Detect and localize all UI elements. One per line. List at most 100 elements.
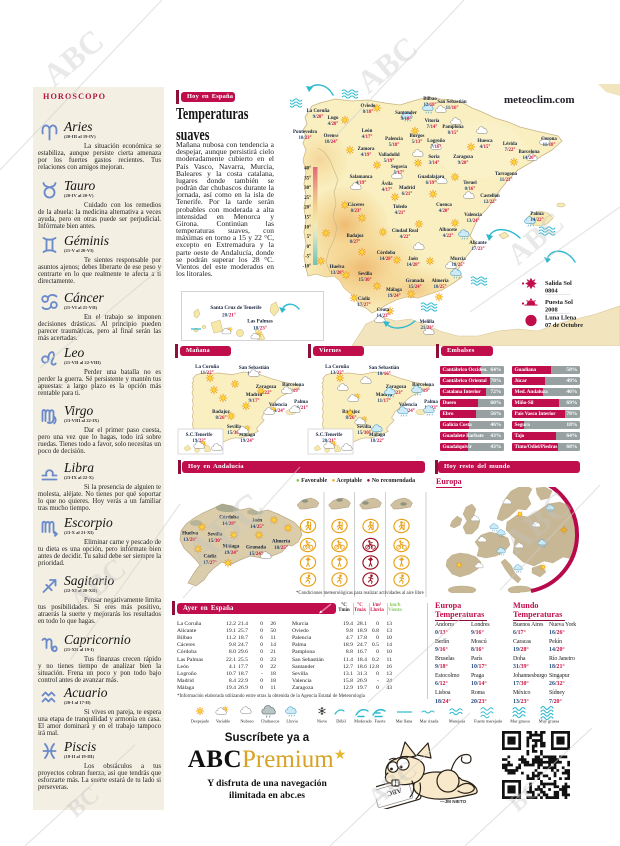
svg-text:Málaga: Málaga xyxy=(223,544,240,550)
svg-text:Chubascos: Chubascos xyxy=(261,719,280,724)
svg-text:Mar llana: Mar llana xyxy=(396,719,413,724)
svg-text:ABC: ABC xyxy=(349,29,424,100)
svg-text:Barcelona: Barcelona xyxy=(412,382,434,388)
svg-text:Bilbao: Bilbao xyxy=(423,97,437,102)
svg-text:Segovia: Segovia xyxy=(391,165,408,170)
svg-text:San Sebastián: San Sebastián xyxy=(369,365,399,371)
svg-text:9/17°: 9/17° xyxy=(248,397,259,404)
svg-text:07 de Octubre: 07 de Octubre xyxy=(545,322,583,329)
svg-text:ABC: ABC xyxy=(386,786,402,798)
svg-text:Huelva: Huelva xyxy=(182,531,198,537)
svg-text:Cuenca: Cuenca xyxy=(436,203,452,208)
svg-text:4/19°: 4/19° xyxy=(356,181,367,186)
svg-text:Granada: Granada xyxy=(406,279,425,284)
svg-text:18/25°: 18/25° xyxy=(274,544,288,551)
svg-text:14/28°: 14/28° xyxy=(379,257,392,262)
svg-text:4/20°: 4/20° xyxy=(328,122,339,127)
svg-text:0804: 0804 xyxy=(545,288,558,295)
svg-text:—JM NIETO: —JM NIETO xyxy=(440,799,467,804)
svg-text:Madrid: Madrid xyxy=(376,392,393,398)
svg-text:13/28°: 13/28° xyxy=(330,271,343,276)
svg-text:11/23°: 11/23° xyxy=(500,178,513,183)
svg-text:Badajoz: Badajoz xyxy=(346,234,364,239)
svg-text:8/22°: 8/22° xyxy=(260,389,271,396)
svg-text:10/16°: 10/16° xyxy=(377,370,391,377)
svg-text:Granada: Granada xyxy=(246,545,266,551)
svg-text:15/30°: 15/30° xyxy=(227,429,241,436)
svg-text:San Sebastián: San Sebastián xyxy=(239,365,269,371)
svg-text:Ávila: Ávila xyxy=(381,181,393,187)
svg-text:6/21°: 6/21° xyxy=(402,192,413,197)
svg-text:40°: 40° xyxy=(304,167,311,172)
svg-text:Fuerte: Fuerte xyxy=(375,719,386,724)
svg-text:Burgos: Burgos xyxy=(410,134,425,139)
svg-text:Melilla: Melilla xyxy=(420,320,435,325)
svg-text:Sevilla: Sevilla xyxy=(208,532,223,538)
svg-text:4/19°: 4/19° xyxy=(361,153,372,158)
svg-text:Lugo: Lugo xyxy=(328,116,339,121)
svg-text:Jaén: Jaén xyxy=(252,518,262,524)
svg-text:Logroño: Logroño xyxy=(427,139,445,144)
svg-text:14/28°: 14/28° xyxy=(406,263,419,268)
svg-text:Moderado: Moderado xyxy=(354,719,372,724)
svg-text:9/20°: 9/20° xyxy=(313,115,324,120)
svg-text:Valladolid: Valladolid xyxy=(378,153,400,158)
svg-text:17/27°: 17/27° xyxy=(203,559,217,566)
svg-text:Málaga: Málaga xyxy=(239,432,256,438)
svg-text:9/18°: 9/18° xyxy=(401,117,412,122)
svg-text:Alicante: Alicante xyxy=(469,241,487,246)
svg-text:Cádiz: Cádiz xyxy=(204,554,218,560)
svg-text:20/21°: 20/21° xyxy=(222,312,236,319)
svg-text:León: León xyxy=(362,129,373,134)
svg-text:-5°: -5° xyxy=(305,255,311,260)
svg-text:15/24°: 15/24° xyxy=(249,550,263,557)
svg-text:Pamplona: Pamplona xyxy=(442,125,464,130)
svg-text:Santander: Santander xyxy=(395,111,418,116)
svg-text:4/17°: 4/17° xyxy=(362,135,373,140)
svg-text:15/24°: 15/24° xyxy=(408,285,421,290)
svg-text:15°: 15° xyxy=(304,216,311,221)
svg-text:Córdoba: Córdoba xyxy=(219,515,239,521)
svg-text:Málaga: Málaga xyxy=(369,432,386,438)
svg-text:Mar rizada: Mar rizada xyxy=(420,719,439,724)
svg-text:14/28°: 14/28° xyxy=(222,520,236,527)
svg-text:Jaén: Jaén xyxy=(408,257,418,262)
svg-text:21/23°: 21/23° xyxy=(420,326,433,331)
svg-text:35°: 35° xyxy=(304,176,311,181)
svg-text:19/22°: 19/22° xyxy=(192,437,206,444)
svg-text:0/16°: 0/16° xyxy=(465,187,476,192)
svg-text:Santa Cruz de Tenerife: Santa Cruz de Tenerife xyxy=(210,305,262,311)
svg-text:13/24°: 13/24° xyxy=(466,219,479,224)
svg-text:ABC: ABC xyxy=(63,552,133,618)
svg-text:5/18°: 5/18° xyxy=(389,143,400,148)
svg-text:ABC: ABC xyxy=(362,755,423,813)
svg-text:18/25°: 18/25° xyxy=(451,263,464,268)
svg-text:4/22°: 4/22° xyxy=(400,235,411,240)
svg-text:Nuboso: Nuboso xyxy=(240,719,253,724)
svg-text:Madrid: Madrid xyxy=(399,186,415,191)
svg-text:7/14°: 7/14° xyxy=(427,125,438,130)
svg-text:Orense: Orense xyxy=(324,134,340,139)
svg-text:Palma: Palma xyxy=(424,399,438,405)
svg-text:4/22°: 4/22° xyxy=(443,234,454,239)
svg-text:Zaragoza: Zaragoza xyxy=(256,384,277,390)
svg-text:ABC: ABC xyxy=(177,484,275,576)
svg-text:ABC: ABC xyxy=(501,206,571,272)
svg-text:7/16°: 7/16° xyxy=(431,145,442,150)
svg-text:Madrid: Madrid xyxy=(246,392,263,398)
svg-text:Puesta Sol: Puesta Sol xyxy=(545,299,573,306)
svg-text:5/17°: 5/17° xyxy=(394,171,405,176)
svg-text:15/30°: 15/30° xyxy=(208,537,222,544)
svg-text:0°: 0° xyxy=(307,245,311,250)
svg-text:Sevilla: Sevilla xyxy=(227,424,242,430)
svg-text:Zaragoza: Zaragoza xyxy=(386,384,407,390)
svg-text:12/22°: 12/22° xyxy=(483,200,496,205)
svg-text:4/20°: 4/20° xyxy=(439,209,450,214)
svg-text:Barcelona: Barcelona xyxy=(518,150,540,155)
svg-text:Salida Sol: Salida Sol xyxy=(545,280,572,287)
svg-text:Las Palmas: Las Palmas xyxy=(247,319,273,325)
svg-text:4/21°: 4/21° xyxy=(395,211,406,216)
svg-text:15/30°: 15/30° xyxy=(358,278,371,283)
svg-text:19/24°: 19/24° xyxy=(240,437,254,444)
svg-text:17/23°: 17/23° xyxy=(471,247,484,252)
